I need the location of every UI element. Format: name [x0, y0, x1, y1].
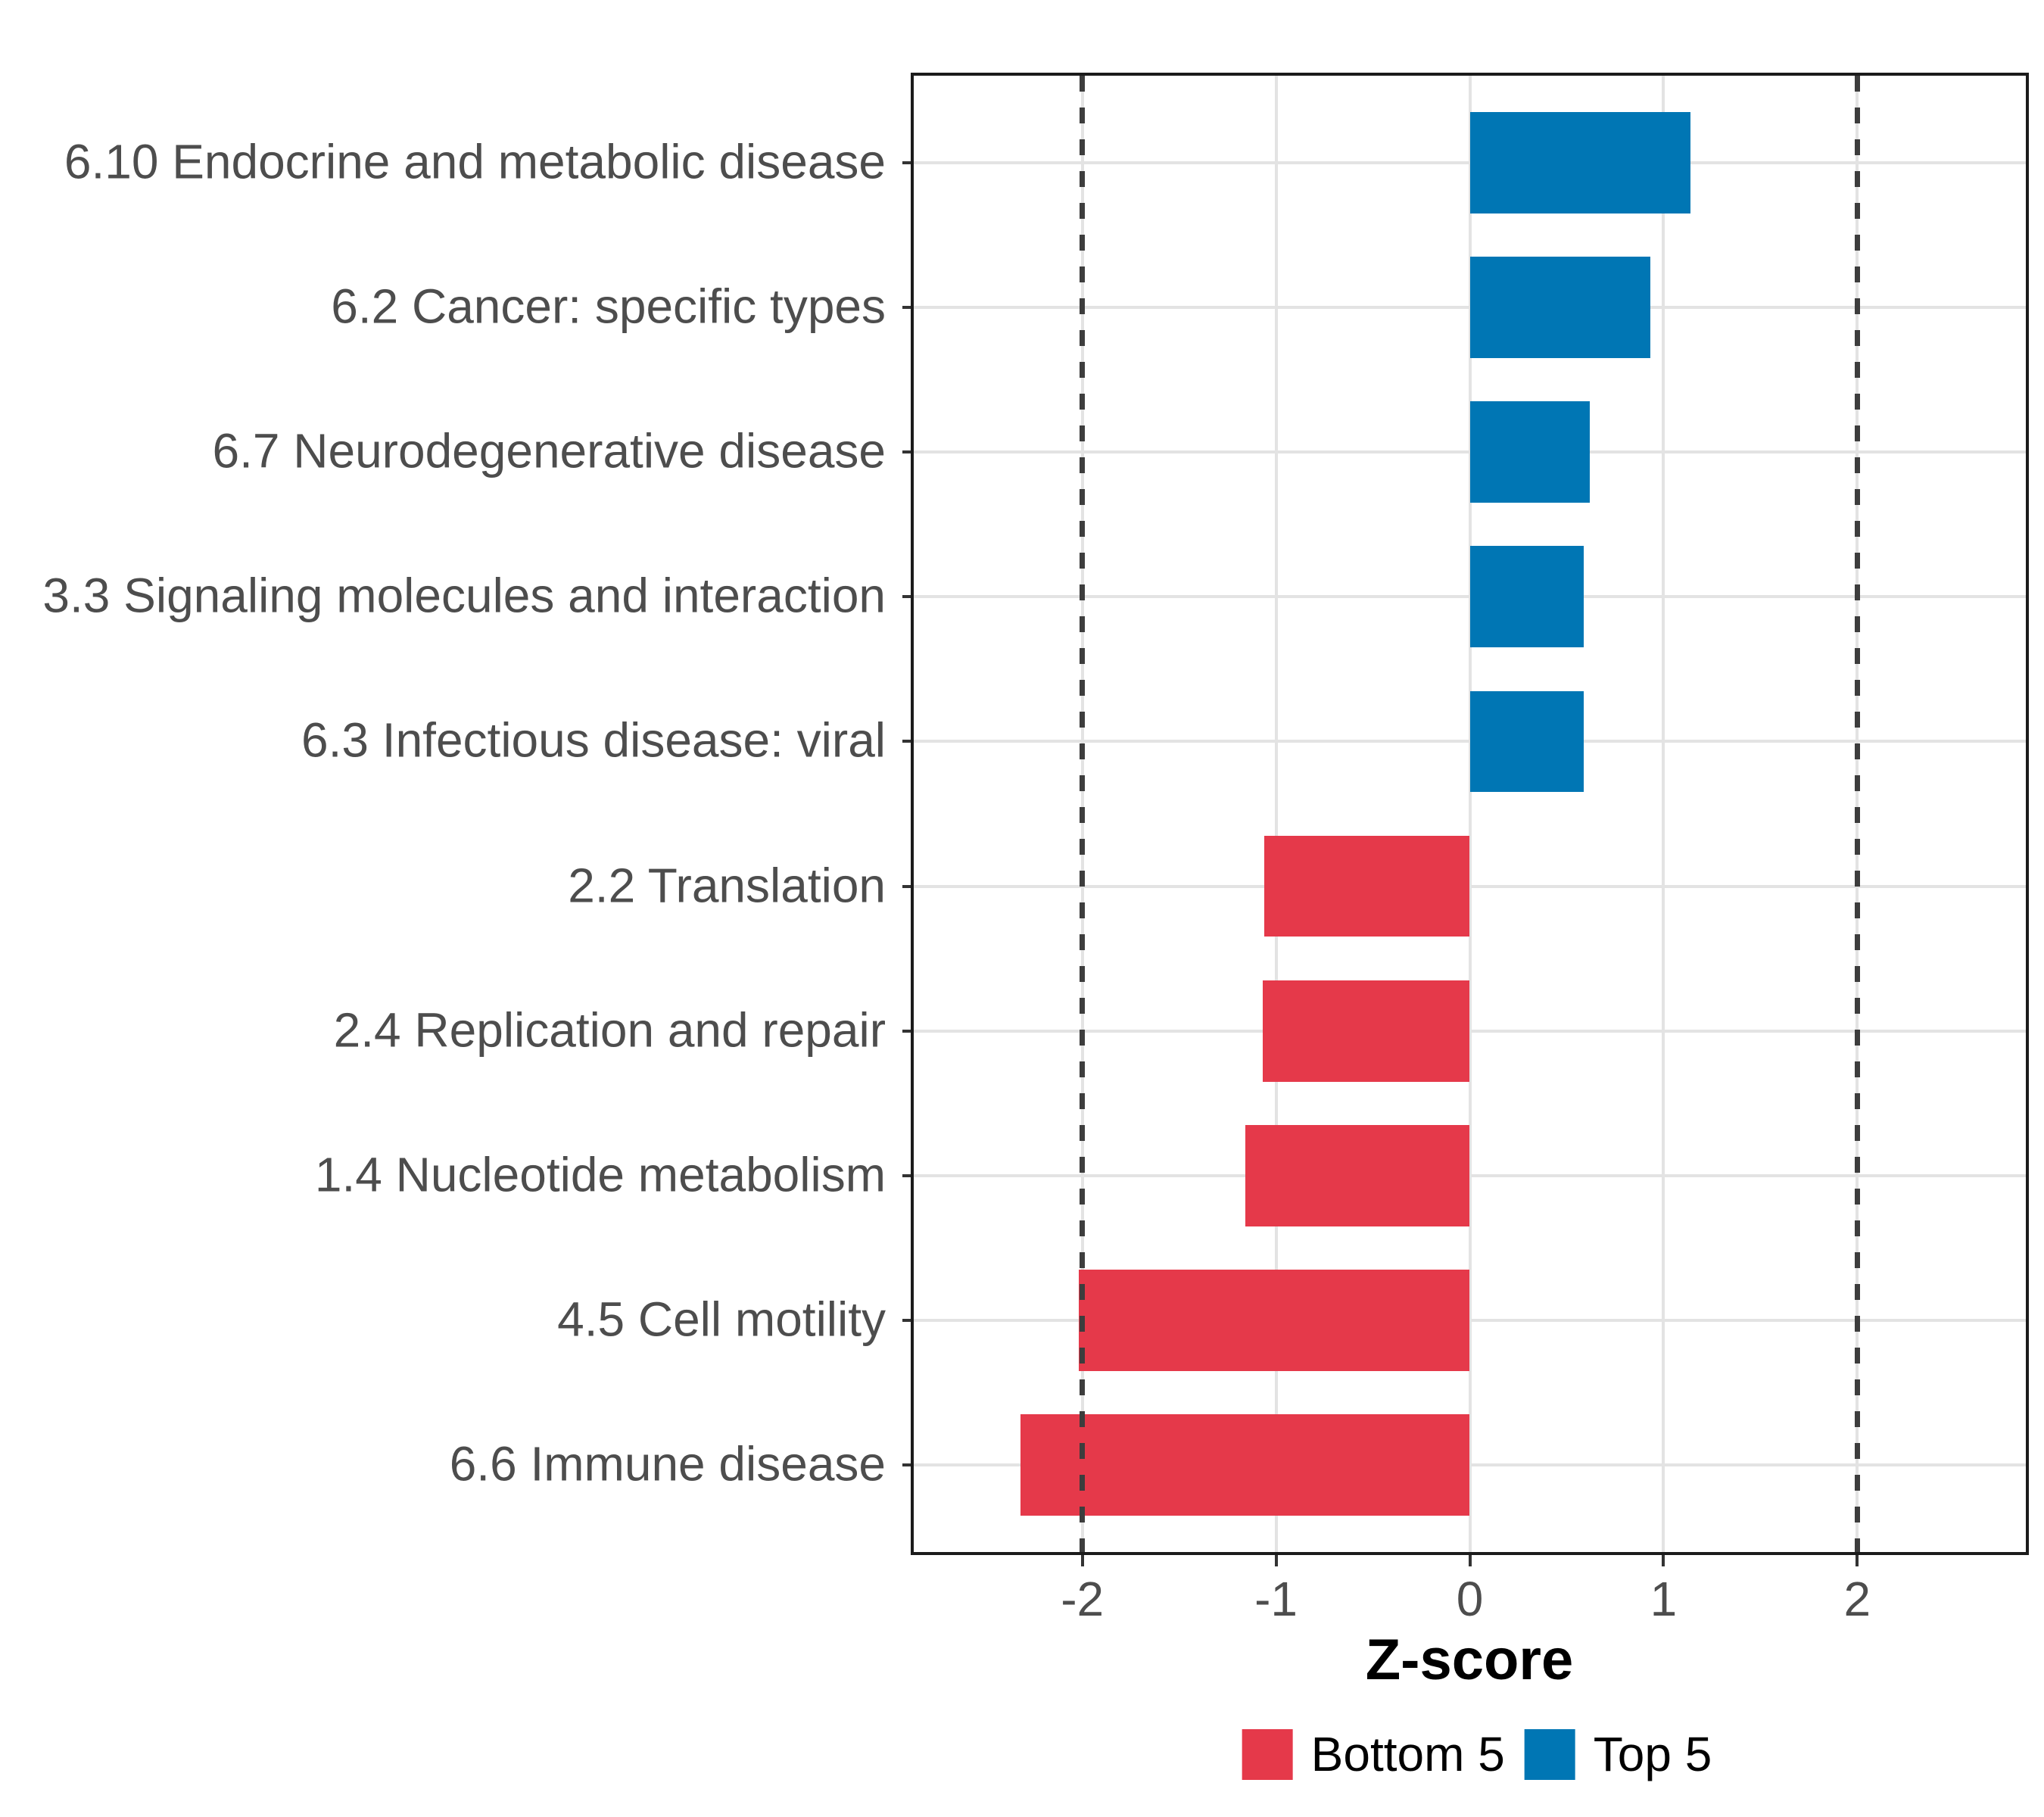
x-axis-tick: [1468, 1555, 1472, 1566]
gridline-x-0: [1468, 76, 1472, 1552]
x-axis-tick-label: -2: [1061, 1572, 1105, 1626]
bars-layer: [914, 76, 2026, 1552]
x-axis-title: Z-score: [1365, 1628, 1574, 1692]
gridline-y-category: [914, 1173, 2026, 1177]
gridline-y-category: [914, 1319, 2026, 1323]
y-axis-label: 1.4 Nucleotide metabolism: [314, 1147, 886, 1202]
y-axis-tick: [902, 1319, 914, 1323]
y-axis-tick: [902, 1029, 914, 1033]
bar-3-3-signaling-molecules-and-interaction: [1469, 546, 1584, 648]
y-axis-tick: [902, 161, 914, 164]
legend-item-top5: Top 5: [1524, 1727, 1712, 1781]
bar-6-3-infectious-disease-viral: [1469, 690, 1584, 793]
y-axis-tick: [902, 884, 914, 888]
dashed-reference-line-x-2: [1854, 76, 1860, 1552]
y-axis-label: 6.7 Neurodegenerative disease: [212, 423, 886, 478]
bar-6-6-immune-disease: [1020, 1414, 1470, 1516]
y-axis-tick: [902, 1173, 914, 1177]
legend-label-bottom5: Bottom 5: [1310, 1727, 1505, 1781]
y-axis-tick: [902, 740, 914, 743]
y-axis-label: 3.3 Signaling molecules and interaction: [42, 568, 886, 623]
gridline-y-category: [914, 1463, 2026, 1467]
gridline-y-category: [914, 884, 2026, 888]
reference-lines-layer: [914, 76, 2026, 1552]
y-axis-tick: [902, 305, 914, 309]
y-axis-label: 6.2 Cancer: specific types: [331, 279, 886, 334]
x-axis-tick-label: 2: [1843, 1572, 1871, 1626]
x-axis-tick: [1855, 1555, 1859, 1566]
dashed-reference-line-x--2: [1080, 76, 1086, 1552]
gridline-x-1: [1662, 76, 1665, 1552]
bar-4-5-cell-motility: [1078, 1270, 1470, 1372]
y-axis-label: 2.2 Translation: [568, 858, 886, 913]
gridline-x--1: [1274, 76, 1278, 1552]
plot-panel: [911, 73, 2029, 1555]
x-axis-tick: [1274, 1555, 1278, 1566]
bar-6-7-neurodegenerative-disease: [1469, 401, 1591, 503]
legend-label-top5: Top 5: [1593, 1727, 1712, 1781]
y-axis-label: 6.6 Immune disease: [449, 1437, 886, 1492]
y-axis-label: 6.3 Infectious disease: viral: [301, 713, 886, 768]
y-axis-tick: [902, 595, 914, 599]
legend-key-top5-swatch: [1524, 1728, 1575, 1780]
y-axis-label: 2.4 Replication and repair: [333, 1002, 886, 1058]
legend-key-bottom5-swatch: [1242, 1728, 1293, 1780]
legend-item-bottom5: Bottom 5: [1242, 1727, 1505, 1781]
x-axis-tick: [1662, 1555, 1665, 1566]
bar-6-2-cancer-specific-types: [1469, 256, 1650, 358]
bar-6-10-endocrine-and-metabolic-disease: [1469, 111, 1691, 213]
bar-1-4-nucleotide-metabolism: [1245, 1125, 1470, 1226]
x-axis-tick-label: -1: [1254, 1572, 1298, 1626]
bar-2-2-translation: [1264, 835, 1470, 937]
x-axis-tick-label: 0: [1456, 1572, 1484, 1626]
gridline-y-category: [914, 1029, 2026, 1033]
y-axis-label: 6.10 Endocrine and metabolic disease: [64, 134, 886, 189]
x-axis-tick-label: 1: [1650, 1572, 1678, 1626]
legend: Bottom 5 Top 5: [1242, 1728, 1712, 1780]
x-axis-tick: [1080, 1555, 1084, 1566]
y-axis-tick: [902, 1463, 914, 1467]
bar-2-4-replication-and-repair: [1262, 980, 1470, 1082]
y-axis-label: 4.5 Cell motility: [557, 1292, 886, 1347]
y-axis-tick: [902, 450, 914, 454]
